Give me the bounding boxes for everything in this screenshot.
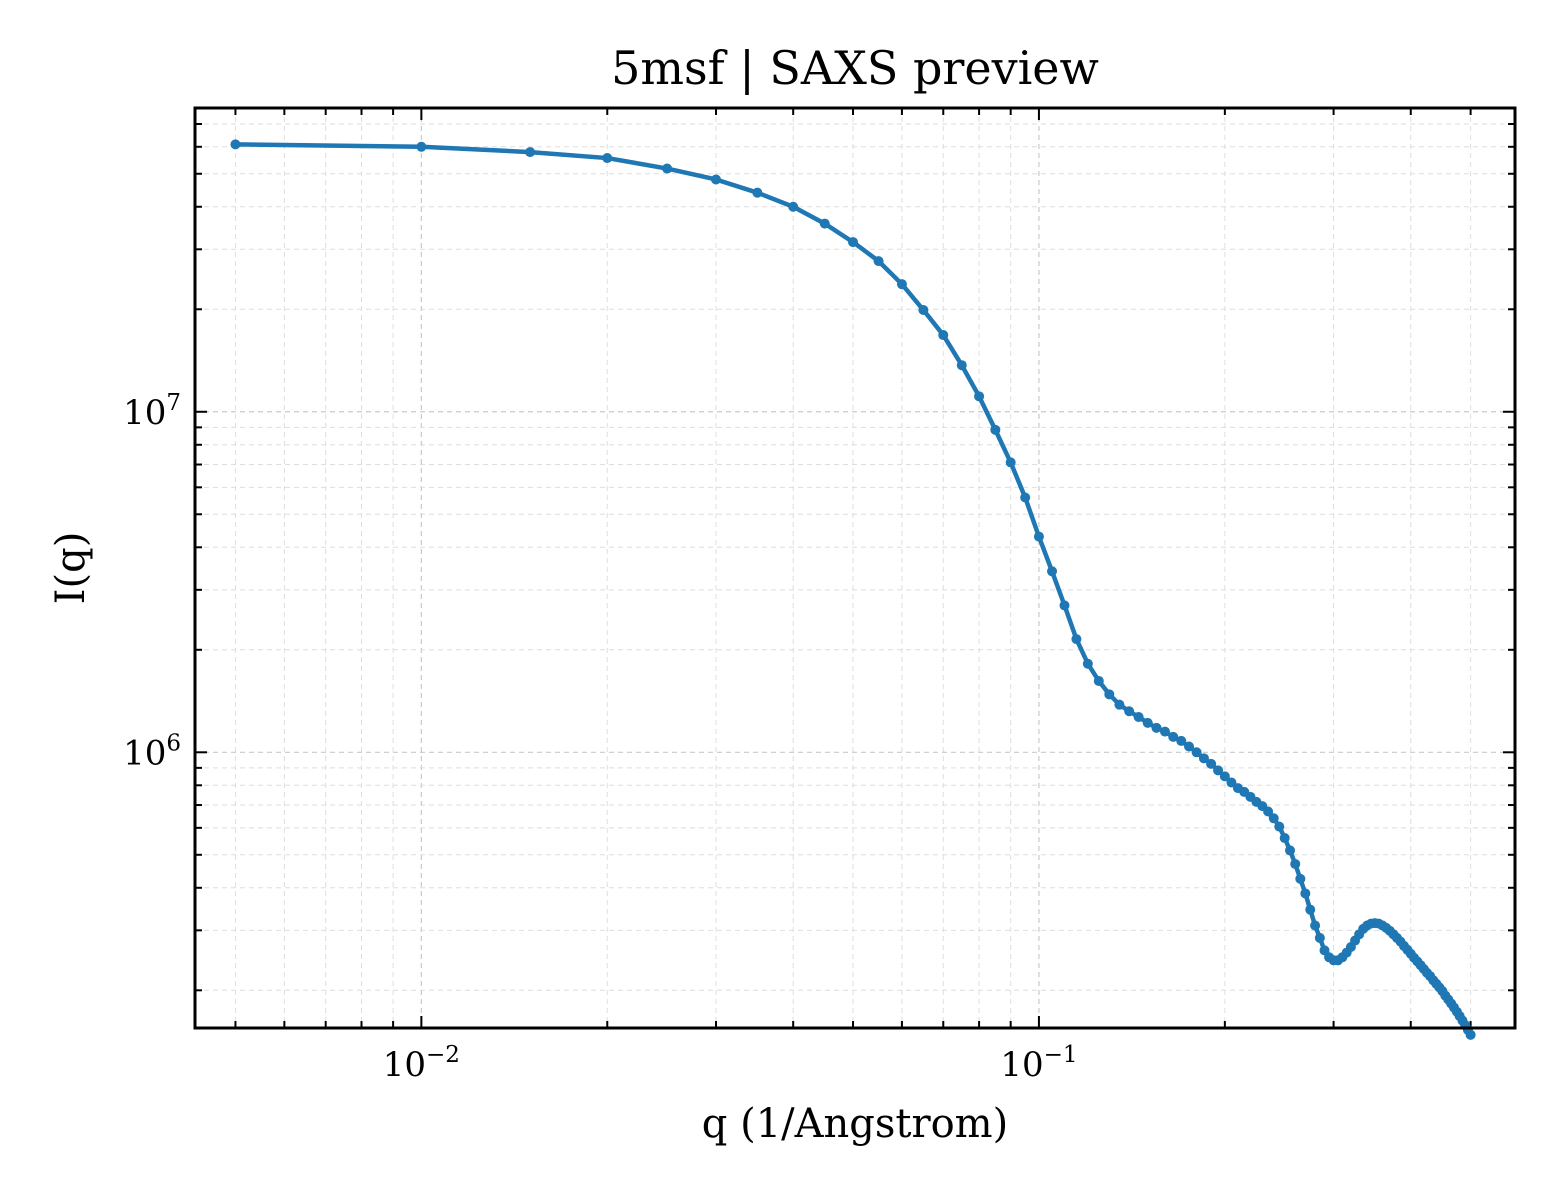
data-point bbox=[1184, 741, 1195, 752]
data-point bbox=[1465, 1029, 1476, 1040]
x-tick-label: 10−1 bbox=[1000, 1042, 1077, 1085]
data-point bbox=[1082, 658, 1093, 669]
data-point bbox=[230, 139, 241, 150]
data-point bbox=[788, 201, 799, 212]
data-point bbox=[1059, 600, 1070, 611]
data-point bbox=[1033, 531, 1044, 542]
plot-frame bbox=[193, 106, 1517, 1030]
data-point bbox=[848, 237, 859, 248]
data-point bbox=[1279, 833, 1290, 844]
data-point bbox=[819, 218, 830, 229]
data-point bbox=[1268, 813, 1279, 824]
grid bbox=[195, 108, 1515, 1028]
data-point bbox=[1206, 758, 1217, 769]
y-tick-label: 107 bbox=[123, 390, 181, 433]
data-point bbox=[1133, 711, 1144, 722]
y-tick-label: 106 bbox=[123, 730, 181, 773]
data-point bbox=[1310, 920, 1321, 931]
data-point bbox=[1020, 492, 1031, 503]
data-point bbox=[1295, 873, 1306, 884]
data-point bbox=[938, 330, 949, 341]
data-point bbox=[1285, 845, 1296, 856]
data-point bbox=[1160, 726, 1170, 737]
data-point bbox=[1290, 858, 1301, 869]
data-point bbox=[416, 141, 427, 152]
data-point bbox=[918, 305, 929, 316]
data-point bbox=[1005, 457, 1016, 468]
data-point bbox=[662, 163, 673, 174]
data-point bbox=[1198, 753, 1209, 764]
data-point bbox=[1168, 731, 1179, 742]
data-point bbox=[956, 360, 967, 371]
data-point bbox=[711, 174, 722, 185]
data-point bbox=[1274, 821, 1285, 832]
data-point bbox=[1263, 806, 1274, 817]
data-point bbox=[1213, 765, 1224, 776]
y-tick-labels: 106 107 bbox=[123, 390, 181, 774]
data-point bbox=[1114, 699, 1125, 710]
data-point bbox=[1314, 932, 1325, 943]
data-point bbox=[525, 147, 536, 158]
data-point bbox=[1093, 675, 1104, 686]
data-point bbox=[602, 153, 613, 164]
x-axis-label: q (1/Angstrom) bbox=[702, 1101, 1008, 1147]
data-point bbox=[752, 187, 763, 198]
data-point bbox=[873, 256, 884, 267]
data-point bbox=[1305, 904, 1316, 915]
data-point bbox=[1176, 735, 1187, 746]
data-point bbox=[1124, 706, 1135, 717]
data-point bbox=[974, 391, 985, 402]
data-point bbox=[1300, 888, 1311, 899]
data-point bbox=[1151, 722, 1162, 733]
data-point bbox=[1047, 566, 1058, 577]
y-axis-label: I(q) bbox=[48, 532, 94, 605]
data-point bbox=[1142, 717, 1153, 728]
chart-title: 5msf | SAXS preview bbox=[611, 41, 1099, 95]
data-series bbox=[230, 139, 1476, 1040]
data-point bbox=[1071, 634, 1082, 645]
x-tick-labels: 10−2 10−1 bbox=[383, 1042, 1078, 1085]
data-point bbox=[1191, 747, 1202, 758]
data-point bbox=[990, 424, 1001, 435]
x-tick-label: 10−2 bbox=[383, 1042, 460, 1085]
data-point bbox=[1104, 689, 1115, 700]
data-point bbox=[1219, 771, 1230, 782]
data-point bbox=[896, 279, 907, 290]
